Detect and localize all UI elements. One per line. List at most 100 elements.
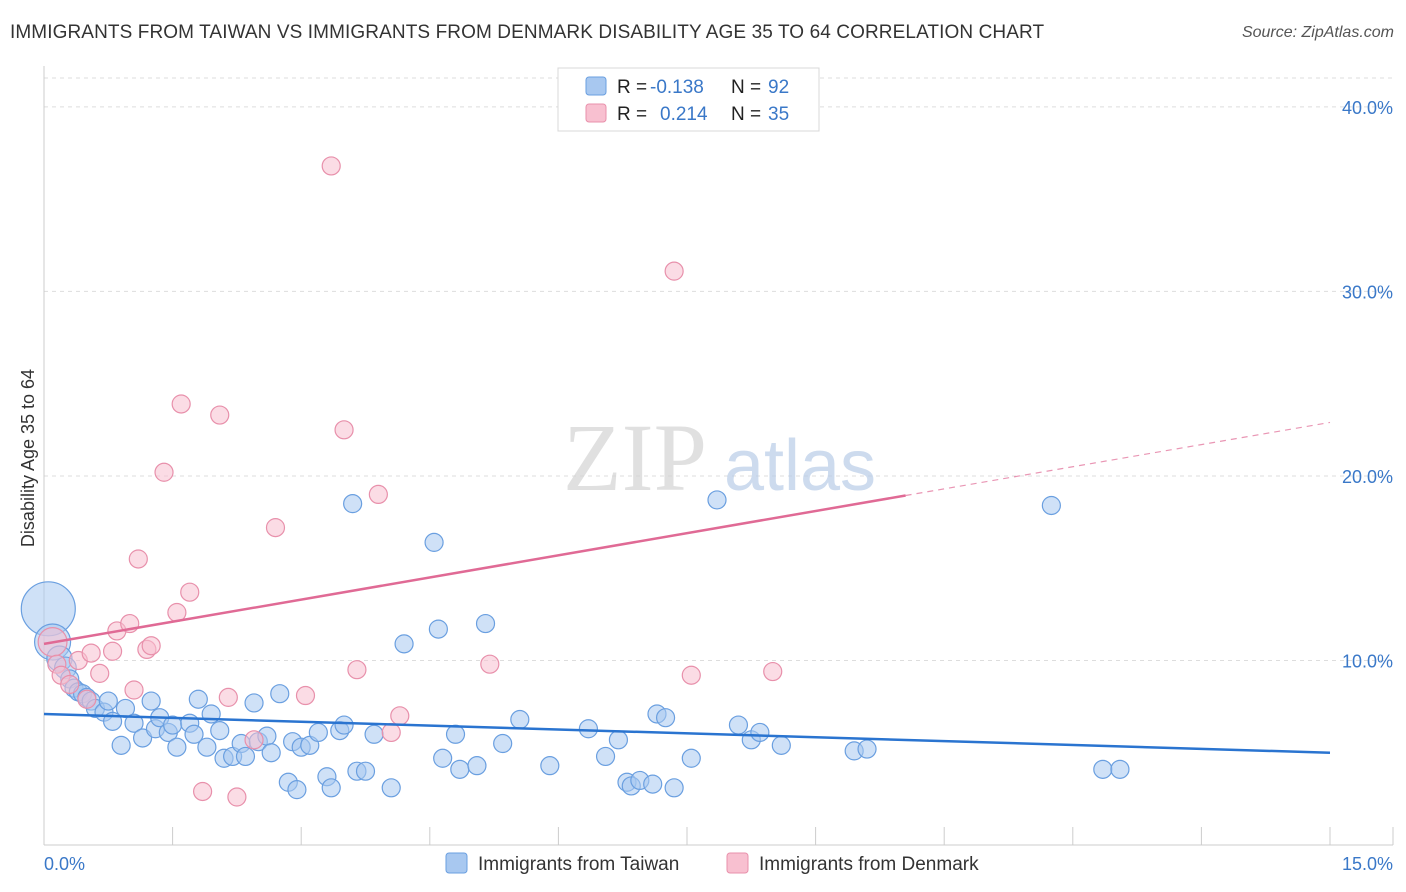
y-axis-label: Disability Age 35 to 64 — [18, 369, 38, 547]
point-denmark-17 — [171, 394, 191, 414]
legend-denmark-r-label: R = — [617, 104, 647, 125]
point-taiwan-12 — [98, 691, 118, 711]
point-denmark-34 — [681, 665, 701, 685]
bottom-legend-taiwan: Immigrants from Taiwan — [478, 854, 679, 875]
point-denmark-28 — [347, 660, 367, 680]
point-denmark-22 — [227, 787, 247, 807]
point-denmark-15 — [154, 462, 174, 482]
legend-denmark-n-value: 35 — [768, 104, 789, 125]
point-taiwan-57 — [433, 748, 453, 768]
point-taiwan-23 — [167, 737, 187, 757]
trendline-denmark-extension — [905, 421, 1331, 497]
point-denmark-8 — [102, 641, 123, 661]
point-taiwan-17 — [132, 728, 153, 748]
point-taiwan-75 — [681, 748, 701, 768]
point-denmark-33 — [664, 261, 684, 281]
point-taiwan-27 — [197, 737, 217, 757]
point-denmark-29 — [368, 484, 388, 505]
point-taiwan-83 — [1041, 495, 1061, 516]
point-denmark-6 — [81, 643, 101, 663]
point-denmark-11 — [124, 680, 144, 700]
point-taiwan-85 — [1110, 759, 1130, 779]
chart-title: IMMIGRANTS FROM TAIWAN VS IMMIGRANTS FRO… — [10, 22, 1045, 43]
point-taiwan-33 — [235, 746, 256, 767]
point-taiwan-76 — [707, 490, 727, 510]
point-taiwan-46 — [321, 778, 341, 798]
bottom-legend-swatch-taiwan — [445, 852, 468, 874]
legend-swatch-denmark — [585, 103, 607, 123]
y-tick-label-40: 40.0% — [1342, 98, 1393, 118]
point-denmark-14 — [141, 636, 161, 656]
point-taiwan-66 — [595, 746, 616, 767]
point-denmark-24 — [265, 518, 286, 538]
point-taiwan-73 — [655, 708, 676, 728]
trend-layer — [43, 421, 1331, 754]
y-tick-label-20: 20.0% — [1342, 467, 1393, 487]
bottom-legend-swatch-denmark — [726, 852, 749, 874]
point-denmark-30 — [381, 722, 401, 743]
point-taiwan-26 — [188, 689, 208, 709]
point-taiwan-49 — [343, 494, 363, 514]
legend-denmark-r-value: 0.214 — [660, 104, 708, 125]
point-taiwan-64 — [540, 756, 560, 776]
trendline-taiwan — [43, 712, 1331, 754]
point-denmark-20 — [210, 405, 230, 425]
x-tick-label-end: 15.0% — [1342, 854, 1393, 874]
series-legend: Immigrants from Taiwan Immigrants from D… — [445, 852, 979, 875]
point-taiwan-71 — [643, 774, 663, 794]
point-taiwan-55 — [424, 532, 444, 552]
x-tick-label-start: 0.0% — [44, 854, 85, 874]
point-taiwan-52 — [364, 724, 384, 744]
point-taiwan-65 — [578, 719, 599, 739]
point-taiwan-48 — [334, 715, 354, 735]
point-taiwan-77 — [728, 715, 749, 735]
point-taiwan-38 — [270, 684, 290, 704]
y-tick-label-30: 30.0% — [1342, 282, 1393, 302]
grid-layer — [44, 77, 1393, 661]
point-taiwan-67 — [608, 730, 629, 750]
legend-taiwan-n-label: N = — [731, 77, 761, 98]
point-taiwan-41 — [287, 780, 307, 800]
point-denmark-5 — [77, 689, 97, 709]
point-taiwan-59 — [450, 759, 470, 779]
point-taiwan-34 — [244, 693, 264, 713]
legend-denmark-n-label: N = — [731, 104, 761, 125]
point-denmark-27 — [334, 420, 354, 440]
legend-swatch-taiwan — [585, 76, 607, 96]
point-denmark-25 — [295, 685, 316, 706]
axis-layer: 10.0% 20.0% 30.0% 40.0% 0.0% 15.0% — [43, 66, 1394, 874]
y-tick-label-10: 10.0% — [1342, 651, 1393, 671]
point-taiwan-60 — [467, 756, 487, 776]
legend-taiwan-r-label: R = — [617, 77, 647, 98]
correlation-legend: R = -0.138 N = 92 R = 0.214 N = 35 — [557, 67, 820, 132]
point-taiwan-84 — [1093, 759, 1113, 779]
point-taiwan-61 — [475, 613, 496, 634]
bottom-legend-denmark: Immigrants from Denmark — [759, 854, 979, 875]
point-denmark-32 — [480, 654, 500, 674]
point-denmark-31 — [390, 706, 410, 726]
point-taiwan-25 — [184, 724, 204, 744]
point-taiwan-58 — [445, 724, 466, 744]
point-taiwan-53 — [381, 778, 401, 798]
point-taiwan-80 — [771, 735, 791, 755]
point-taiwan-44 — [308, 722, 328, 743]
point-denmark-3 — [60, 674, 80, 695]
point-taiwan-82 — [857, 739, 877, 759]
chart-source: Source: ZipAtlas.com — [1241, 24, 1394, 41]
legend-taiwan-n-value: 92 — [768, 77, 789, 98]
point-denmark-18 — [180, 582, 200, 602]
point-taiwan-16 — [124, 713, 144, 733]
point-denmark-19 — [193, 781, 213, 802]
point-denmark-23 — [244, 730, 264, 750]
point-denmark-7 — [90, 663, 110, 683]
point-denmark-26 — [321, 156, 341, 176]
point-taiwan-51 — [355, 761, 376, 781]
point-taiwan-62 — [493, 733, 513, 754]
point-denmark-12 — [128, 549, 148, 569]
point-taiwan-29 — [210, 720, 230, 741]
point-denmark-35 — [763, 661, 783, 682]
point-taiwan-79 — [750, 722, 770, 743]
point-taiwan-54 — [394, 634, 414, 654]
point-taiwan-14 — [111, 735, 131, 755]
